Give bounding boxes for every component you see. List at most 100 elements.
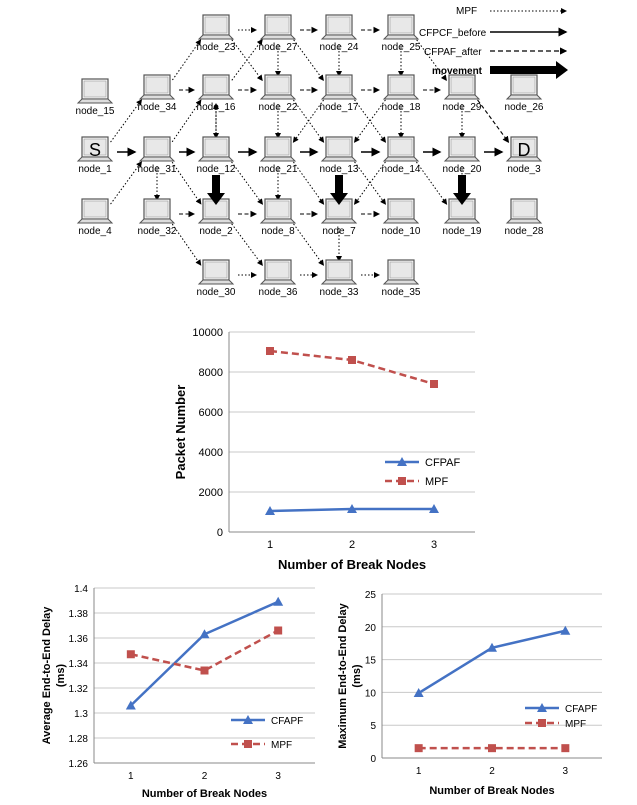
series-line (269, 507, 434, 513)
node-label: node_36 (259, 287, 298, 298)
laptop-base (320, 156, 358, 162)
series-line (130, 629, 279, 672)
y-axis-title: (ms) (351, 664, 363, 688)
link-mpf (293, 39, 324, 81)
y-tick-label: 20 (365, 623, 377, 634)
node-label: node_15 (76, 106, 115, 117)
laptop-base (443, 218, 481, 224)
data-point (487, 642, 497, 652)
link-mpf (172, 39, 202, 81)
laptop-base (138, 94, 176, 100)
y-tick-label: 1.4 (74, 584, 88, 595)
node-label: node_35 (382, 287, 421, 298)
legend-marker (243, 715, 253, 724)
laptop-display (83, 200, 107, 218)
series-line (269, 349, 435, 386)
laptop-icon: node_19 (443, 198, 482, 237)
laptop-display (266, 138, 290, 156)
x-tick-label: 2 (349, 539, 355, 551)
data-point (199, 629, 210, 639)
laptop-display (327, 261, 351, 279)
laptop-display (389, 200, 413, 218)
y-tick-label: 1.28 (69, 734, 89, 745)
x-axis-title: Number of Break Nodes (429, 785, 554, 797)
node-label: node_13 (320, 164, 359, 175)
laptop-base (443, 94, 481, 100)
x-axis-title: Number of Break Nodes (278, 557, 426, 572)
laptop-icon: node_29 (443, 74, 482, 113)
y-tick-label: 6000 (199, 407, 223, 419)
laptop-display (266, 261, 290, 279)
legend-entry: MPF (525, 719, 586, 730)
y-tick-label: 5 (370, 721, 376, 732)
legend-entry: CFAPF (525, 703, 597, 715)
y-axis-title: Maximum End-to-End Delay (337, 602, 349, 748)
data-point (347, 504, 357, 513)
dest-letter: D (518, 140, 531, 160)
data-point (414, 744, 423, 753)
movement-arrow (453, 175, 471, 205)
legend-marker (397, 457, 407, 466)
laptop-base (259, 34, 297, 40)
laptop-display (450, 138, 474, 156)
movement-arrows (207, 175, 471, 205)
series-cfpaf (265, 504, 439, 515)
laptop-base (197, 218, 235, 224)
laptop-display (83, 138, 107, 156)
data-point (429, 504, 439, 513)
link-mpf (171, 99, 202, 143)
laptop-icon: node_16 (197, 74, 236, 113)
laptop-icon: node_2 (197, 198, 235, 237)
laptop-base (320, 34, 358, 40)
laptop-display (389, 16, 413, 34)
laptop-icon: node_17 (320, 74, 359, 113)
laptop-icon: node_20 (443, 136, 482, 175)
laptop-display (266, 200, 290, 218)
laptop-icon: node_32 (138, 198, 177, 237)
laptop-icon: node_24 (320, 14, 359, 53)
legend-movement-label: movement (432, 66, 483, 77)
laptop-base (382, 279, 420, 285)
network-topology-diagram: node_23 node_27 node_24 node_25 node_15 node_… (76, 6, 568, 298)
series-cfapf (125, 596, 284, 710)
laptop-display (327, 76, 351, 94)
data-point (273, 596, 284, 606)
y-tick-label: 4000 (199, 447, 223, 459)
series-mpf (414, 744, 570, 753)
node-label: node_29 (443, 102, 482, 113)
legend-entry: CFPAF (385, 457, 461, 469)
laptop-icon: node_1 (76, 136, 114, 175)
node-label: node_8 (261, 226, 295, 237)
y-tick-label: 8000 (199, 367, 223, 379)
node-label: node_22 (259, 102, 298, 113)
link-after (477, 99, 510, 143)
laptop-icon: node_8 (259, 198, 297, 237)
movement-arrow (207, 175, 225, 205)
laptop-icon: node_10 (382, 198, 421, 237)
node-label: node_25 (382, 42, 421, 53)
legend-label: CFAPF (271, 716, 303, 727)
laptop-base (138, 156, 176, 162)
laptop-base (320, 218, 358, 224)
laptop-base (259, 156, 297, 162)
laptop-icon: node_26 (505, 74, 544, 113)
legend-label: MPF (271, 740, 292, 751)
legend-marker (537, 703, 547, 712)
data-point (348, 356, 356, 364)
laptop-base (320, 94, 358, 100)
laptop-base (443, 156, 481, 162)
data-point (430, 380, 438, 388)
legend-movement-arrow (490, 61, 568, 79)
laptop-icon: node_33 (320, 259, 359, 298)
y-tick-label: 0 (217, 527, 223, 539)
laptop-icon: node_31 (138, 136, 177, 175)
link-mpf (171, 161, 202, 205)
node-label: node_23 (197, 42, 236, 53)
laptop-icon: node_21 (259, 136, 298, 175)
laptop-base (505, 218, 543, 224)
node-label: node_30 (197, 287, 236, 298)
laptop-icon: node_13 (320, 136, 359, 175)
laptop-display (145, 200, 169, 218)
data-point (126, 650, 135, 659)
node-label: node_12 (197, 164, 236, 175)
